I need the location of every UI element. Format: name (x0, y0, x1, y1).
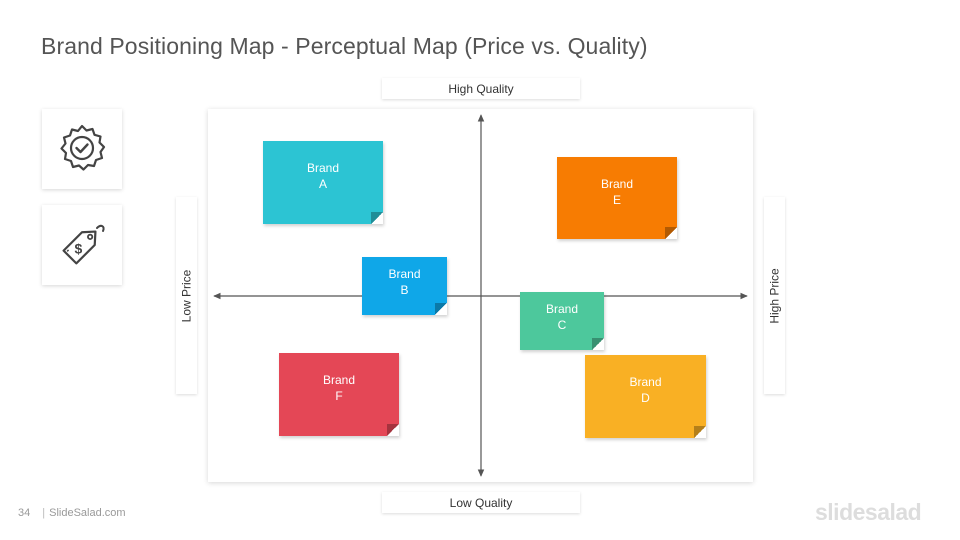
slidesalad-logo: slidesalad (815, 499, 922, 525)
badge-card (42, 109, 122, 189)
svg-text:$: $ (75, 241, 83, 257)
brand-note-c: Brand C (520, 292, 604, 350)
brand-note-e: Brand E (557, 157, 677, 239)
brand-note-f: Brand F (279, 353, 399, 436)
footer-site-link[interactable]: SlideSalad.com (49, 507, 126, 519)
footer: 34 | SlideSalad.com (18, 507, 126, 519)
price-card: $ (42, 205, 122, 285)
axis-label-low-quality: Low Quality (382, 492, 580, 513)
brand-note-b: Brand B (362, 257, 447, 315)
positioning-map: Brand A Brand B Brand C Brand D Brand E … (208, 109, 753, 482)
price-tag-icon: $ (62, 224, 105, 265)
page-title: Brand Positioning Map - Perceptual Map (… (41, 33, 648, 59)
brand-note-d: Brand D (585, 355, 706, 438)
axis-label-high-price: High Price (764, 197, 785, 394)
brand-note-a: Brand A (263, 141, 383, 224)
badge-check-icon (60, 124, 106, 171)
page-number: 34 (18, 507, 31, 519)
map-axes (213, 114, 748, 477)
axis-label-high-quality: High Quality (382, 78, 580, 99)
axis-label-low-price: Low Price (176, 197, 197, 394)
